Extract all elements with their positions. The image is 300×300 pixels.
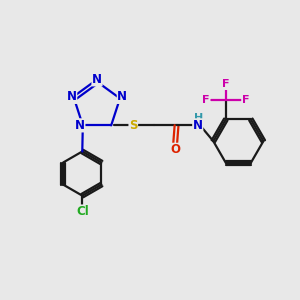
Text: F: F — [202, 95, 210, 105]
Text: N: N — [75, 119, 85, 132]
Text: N: N — [67, 90, 77, 104]
Text: S: S — [129, 119, 137, 132]
Text: F: F — [242, 95, 249, 105]
Text: N: N — [193, 119, 203, 132]
Text: H: H — [194, 113, 204, 123]
Text: N: N — [92, 73, 102, 86]
Text: Cl: Cl — [76, 205, 89, 218]
Text: O: O — [170, 143, 180, 156]
Text: F: F — [222, 80, 230, 89]
Text: N: N — [117, 90, 127, 104]
